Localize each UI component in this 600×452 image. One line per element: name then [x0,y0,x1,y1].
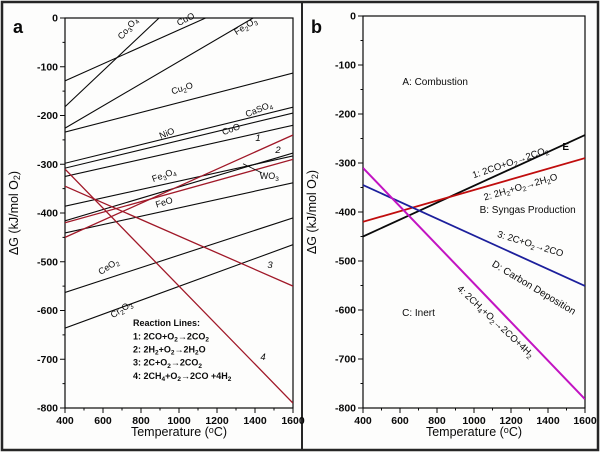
line-combustion-line-1 [363,134,585,238]
y-tick-label-b: -300 [335,158,356,170]
label-3: 3 [267,260,273,271]
x-axis-title-b: Temperature (oC) [426,425,522,439]
line-hydrogen-oxidation-line-2 [363,157,585,223]
x-tick-label-a: 1000 [167,415,191,427]
series-lines-a [65,18,293,404]
y-tick-label-b: -500 [335,256,356,268]
line-CuO [65,18,206,82]
line-CeO2 [65,217,293,293]
x-tick-label-b: 800 [428,415,446,427]
label-a-combustion: A: Combustion [402,77,468,88]
panel-a-chart: 400 600 800 1000 1200 1400 1600 0 -100 -200 -300 -4… [7,11,305,439]
y-tick-label-b: -700 [335,354,356,366]
line-NiO [65,112,293,169]
panel-letter-b: b [311,17,322,37]
y-tick-label-b: -600 [335,305,356,317]
x-tick-label-a: 1200 [205,415,229,427]
label-1: 1 [255,133,260,144]
label-e: E [562,142,569,153]
x-tick-label-b: 1400 [536,415,560,427]
y-tick-label-b: -800 [335,403,356,415]
legend-item-2: 2: 2H2+O2→2H2O [133,344,206,356]
legend-item-1: 1: 2CO+O2→2CO2 [133,331,209,343]
label-4: 4 [260,352,265,363]
x-tick-label-a: 600 [94,415,112,427]
y-tick-label-a: -300 [37,159,58,171]
line-CoO [65,124,293,177]
y-tick-label-a: 0 [52,13,58,25]
legend-item-4: 4: 2CH4+O2→2CO +4H2 [133,371,232,383]
label-feo: FeO [154,195,174,210]
line-reaction-3 [65,185,293,287]
x-tick-label-b: 400 [354,415,372,427]
line-carbon-oxidation-line-3 [363,184,585,287]
label-fe2o3: Fe2O3 [232,15,260,39]
line-methane-partial-ox-line-4 [363,167,585,400]
y-tick-label-b: -400 [335,207,356,219]
line-FeO [65,182,293,234]
y-tick-label-a: -400 [37,208,58,220]
line-Fe2O3 [65,18,254,129]
y-tick-label-a: -600 [37,305,58,317]
line-reaction-4 [65,168,293,404]
x-axis-ticks-a: 400 600 800 1000 1200 1400 1600 [56,408,305,427]
y-tick-label-a: -100 [37,61,58,73]
x-tick-label-b: 1600 [573,415,597,427]
label-fe3o4: Fe3O4 [151,166,179,186]
x-tick-label-a: 1400 [243,415,267,427]
label-wo3: WO3 [260,171,280,183]
leader-line-a-0 [242,163,263,174]
label-2: 2 [274,145,281,156]
label-c-inert: C: Inert [402,308,435,319]
x-tick-label-b: 1000 [462,415,486,427]
line-Cu2O [65,72,293,133]
line-reaction-1 [65,134,293,238]
label-b-syngas-production: B: Syngas Production [480,205,576,216]
y-axis-ticks-a: 0 -100 -200 -300 -400 -500 -600 -700 -800 [37,13,65,415]
x-tick-label-b: 600 [391,415,409,427]
y-tick-label-b: -200 [335,109,356,121]
x-tick-label-a: 800 [132,415,150,427]
y-tick-label-b: 0 [350,11,356,23]
y-axis-title-b: ΔG (kJ/mol O2) [305,170,320,254]
line-CaSO4 [65,106,293,164]
panel-letter-a: a [13,17,24,37]
y-axis-ticks-b: 0 -100 -200 -300 -400 -500 -600 -700 -800 [335,11,363,415]
x-tick-label-a: 400 [56,415,74,427]
y-tick-label-a: -700 [37,354,58,366]
y-tick-label-a: -800 [37,403,58,415]
line-WO3 [65,152,293,222]
label-cr2o3: Cr2O3 [109,299,136,322]
x-tick-label-a: 1600 [281,415,305,427]
label-cu2o: Cu2O [170,80,195,98]
y-tick-label-a: -500 [37,256,58,268]
line-Co3O4 [65,18,160,108]
series-lines-b [363,134,585,400]
y-tick-label-b: -100 [335,60,356,72]
legend-item-3: 3: 2C+O2→2CO2 [133,358,202,370]
y-tick-label-a: -200 [37,110,58,122]
x-tick-label-b: 1200 [499,415,523,427]
legend-title: Reaction Lines: [133,318,200,328]
x-axis-title-a: Temperature (oC) [131,425,227,439]
x-axis-ticks-b: 400 600 800 1000 1200 1400 1600 [354,408,597,427]
y-axis-title-a: ΔG (kJ/mol O2) [7,171,22,255]
